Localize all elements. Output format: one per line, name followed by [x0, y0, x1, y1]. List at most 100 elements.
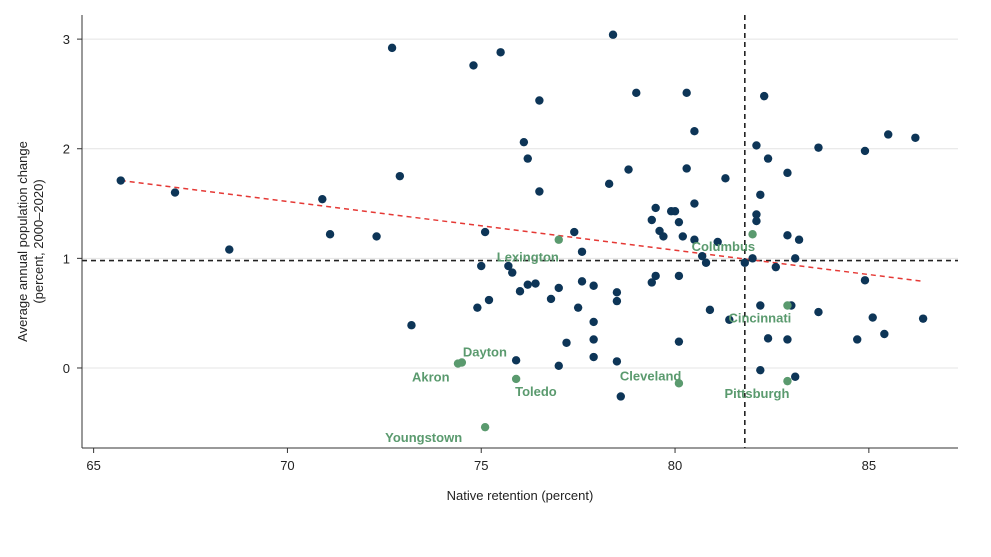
data-point — [612, 288, 622, 297]
data-point — [752, 216, 761, 226]
data-point — [682, 88, 691, 98]
data-point — [395, 171, 405, 181]
data-point — [678, 232, 687, 241]
data-point — [791, 372, 800, 381]
data-point — [860, 276, 870, 285]
data-point — [690, 199, 699, 208]
x-axis-title: Native retention (percent) — [447, 488, 594, 503]
data-point — [783, 231, 792, 240]
point-toledo — [511, 374, 521, 384]
data-point — [523, 154, 532, 163]
data-point — [511, 356, 521, 365]
label-toledo: Toledo — [515, 384, 557, 399]
data-point — [473, 303, 482, 312]
data-point — [589, 281, 598, 290]
data-point — [918, 314, 928, 323]
data-point — [748, 254, 757, 263]
y-tick-label-0: 0 — [63, 361, 70, 376]
data-point — [372, 232, 381, 241]
data-point — [756, 301, 765, 310]
x-tick-label-75: 75 — [474, 458, 488, 473]
y-axis-title-line-2: (percent, 2000–2020) — [31, 179, 46, 303]
label-cleveland: Cleveland — [620, 368, 681, 383]
data-point — [884, 130, 893, 139]
data-point — [589, 335, 598, 344]
data-point — [535, 187, 544, 196]
data-point — [791, 254, 800, 263]
data-point — [853, 335, 862, 344]
data-point — [554, 283, 563, 293]
data-point — [752, 141, 761, 150]
data-point — [577, 247, 587, 256]
data-point — [612, 296, 622, 306]
data-point — [604, 179, 614, 189]
data-point — [911, 133, 920, 142]
point-pittsburgh — [783, 376, 792, 386]
data-point — [674, 217, 684, 227]
data-point — [868, 313, 877, 322]
x-tick-labels: 65 70 75 80 85 — [86, 458, 876, 473]
data-point — [612, 357, 622, 366]
x-tick-label-65: 65 — [86, 458, 100, 473]
data-point — [496, 48, 505, 57]
data-point — [725, 315, 734, 324]
data-point — [523, 280, 532, 289]
point-youngstown — [480, 422, 490, 432]
data-point — [682, 164, 691, 173]
city-labels: Columbus Lexington Cincinnati Dayton Akron To… — [385, 239, 791, 445]
trend-line-group — [120, 179, 924, 283]
data-point — [508, 268, 517, 277]
data-point — [535, 96, 544, 105]
data-point — [632, 88, 641, 98]
data-point — [562, 338, 571, 347]
data-point — [647, 215, 656, 225]
data-point — [674, 271, 684, 281]
data-point — [763, 334, 773, 343]
x-tick-label-85: 85 — [862, 458, 876, 473]
data-point — [608, 30, 618, 39]
data-point — [546, 294, 556, 304]
label-columbus: Columbus — [692, 239, 756, 254]
x-tick-label-70: 70 — [280, 458, 294, 473]
data-point — [531, 279, 540, 288]
point-columbus — [748, 230, 757, 239]
data-points — [116, 30, 928, 401]
data-point — [651, 271, 660, 281]
y-tick-labels: 0 1 2 3 — [63, 32, 70, 376]
data-point — [469, 61, 478, 70]
axes — [77, 15, 958, 453]
data-point — [225, 245, 234, 254]
data-point — [752, 210, 761, 219]
data-point — [783, 335, 792, 344]
label-lexington: Lexington — [497, 250, 559, 265]
data-point — [756, 190, 765, 199]
data-point — [504, 261, 513, 271]
data-point — [589, 317, 598, 327]
data-point — [554, 361, 563, 370]
data-point — [814, 143, 823, 152]
y-tick-label-1: 1 — [63, 251, 70, 266]
data-point — [519, 137, 529, 147]
data-point — [477, 261, 486, 271]
data-point — [325, 230, 335, 239]
data-point — [759, 91, 769, 101]
y-tick-label-2: 2 — [63, 142, 70, 157]
data-point — [756, 365, 765, 375]
data-point — [701, 258, 711, 267]
data-point — [407, 321, 416, 330]
data-point — [647, 278, 656, 287]
point-akron — [453, 359, 463, 368]
data-point — [690, 235, 699, 244]
data-point — [674, 337, 684, 346]
data-point — [484, 295, 494, 305]
data-point — [659, 232, 668, 241]
data-point — [589, 352, 598, 362]
point-cincinnati — [783, 301, 792, 310]
data-point — [170, 188, 180, 197]
data-point — [697, 251, 707, 261]
data-point — [624, 165, 633, 174]
data-point — [783, 168, 792, 178]
data-point — [794, 235, 804, 244]
gridlines — [82, 38, 958, 369]
